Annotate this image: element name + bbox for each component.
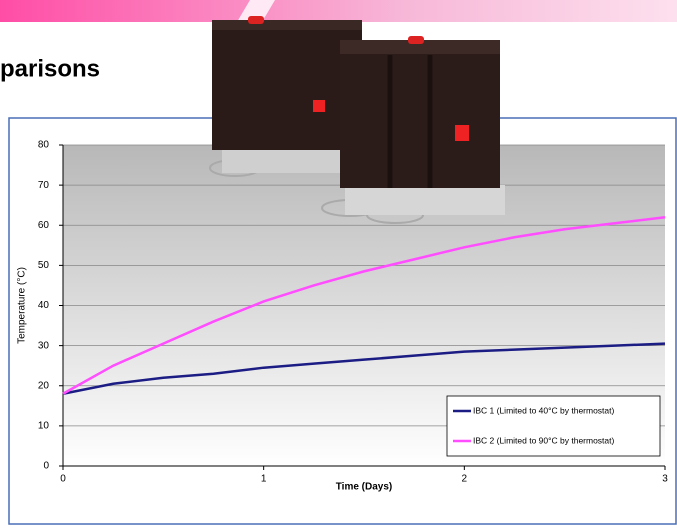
x-tick-label: 3 bbox=[662, 474, 668, 485]
y-tick-label: 0 bbox=[43, 461, 49, 472]
plot: 0 10 20 30 40 50 60 70 80 0 1 2 3 Time (Days) Temperat… bbox=[17, 140, 669, 493]
y-tick-label: 20 bbox=[38, 380, 50, 391]
y-tick-label: 30 bbox=[38, 340, 50, 351]
y-tick-label: 60 bbox=[38, 220, 50, 231]
x-tick-label: 2 bbox=[462, 474, 468, 485]
y-axis-label: Temperature (°C) bbox=[17, 267, 28, 344]
banner bbox=[0, 0, 677, 22]
y-tick-label: 50 bbox=[38, 260, 50, 271]
legend-label: IBC 1 (Limited to 40°C by thermostat) bbox=[473, 405, 615, 415]
y-tick-label: 10 bbox=[38, 421, 50, 432]
x-tick-label: 1 bbox=[261, 474, 267, 485]
legend-label: IBC 2 (Limited to 90°C by thermostat) bbox=[473, 435, 615, 445]
y-tick-label: 80 bbox=[38, 140, 50, 151]
y-tick-label: 70 bbox=[38, 180, 50, 191]
x-axis-label: Time (Days) bbox=[336, 482, 393, 493]
slide-title: parisons bbox=[0, 55, 100, 82]
x-tick-label: 0 bbox=[60, 474, 66, 485]
y-tick-label: 40 bbox=[38, 300, 50, 311]
slide: parisons 0 10 20 30 40 50 60 70 80 0 1 2 3 Time (Days… bbox=[0, 0, 677, 525]
